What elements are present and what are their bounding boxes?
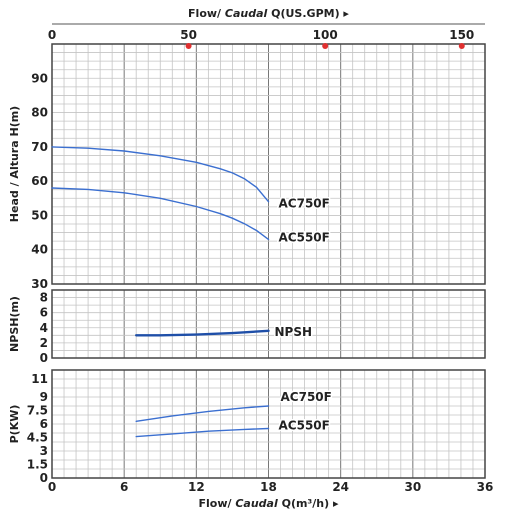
xtick-bottom-0: 0 bbox=[48, 480, 56, 494]
ylabel-npsh: NPSH(m) bbox=[8, 296, 21, 352]
top-tick-marker-2 bbox=[322, 43, 329, 49]
ytick-npsh-1: 2 bbox=[40, 336, 48, 350]
ytick-npsh-3: 6 bbox=[40, 306, 48, 320]
curve-head-ac750f bbox=[51, 146, 270, 203]
xtick-bottom-6: 36 bbox=[477, 480, 494, 494]
curve-power-ac550f bbox=[135, 427, 270, 438]
panel-power-frame bbox=[51, 369, 486, 479]
xtick-bottom-5: 30 bbox=[404, 480, 421, 494]
curve-head-ac550f bbox=[51, 187, 270, 241]
ytick-head-2: 50 bbox=[31, 208, 48, 222]
ytick-head-0: 30 bbox=[31, 277, 48, 291]
ytick-power-0: 0 bbox=[40, 471, 48, 485]
series-label-power-ac750f: AC750F bbox=[281, 390, 332, 404]
xtick-top-0: 0 bbox=[48, 28, 56, 42]
xtick-bottom-2: 12 bbox=[188, 480, 205, 494]
ytick-head-4: 70 bbox=[31, 140, 48, 154]
series-label-npsh-npsh: NPSH bbox=[275, 325, 313, 339]
series-label-head-ac750f: AC750F bbox=[279, 197, 330, 211]
ytick-power-4: 6 bbox=[40, 417, 48, 431]
ytick-head-6: 90 bbox=[31, 71, 48, 85]
series-label-power-ac550f: AC550F bbox=[279, 419, 330, 433]
ytick-power-6: 9 bbox=[40, 390, 48, 404]
ytick-power-7: 11 bbox=[31, 372, 48, 386]
ylabel-power: P(KW) bbox=[8, 405, 21, 444]
xtick-bottom-4: 24 bbox=[332, 480, 349, 494]
ytick-npsh-2: 4 bbox=[40, 321, 48, 335]
ytick-power-2: 3 bbox=[40, 444, 48, 458]
ytick-power-3: 4.5 bbox=[27, 431, 48, 445]
ytick-head-3: 60 bbox=[31, 174, 48, 188]
series-label-head-ac550f: AC550F bbox=[279, 230, 330, 244]
panel-npsh-frame bbox=[51, 289, 486, 359]
xlabel-bottom: Flow/ Caudal Q(m³/h) ▸ bbox=[199, 497, 339, 510]
curve-power-ac750f bbox=[135, 405, 270, 422]
ytick-npsh-0: 0 bbox=[40, 351, 48, 365]
ytick-head-5: 80 bbox=[31, 106, 48, 120]
top-tick-marker-3 bbox=[458, 43, 465, 49]
ylabel-head: Head / Altura H(m) bbox=[8, 106, 21, 222]
xtick-top-2: 100 bbox=[313, 28, 338, 42]
xlabel-top: Flow/ Caudal Q(US.GPM) ▸ bbox=[188, 7, 349, 20]
ytick-power-1: 1.5 bbox=[27, 458, 48, 472]
ytick-npsh-4: 8 bbox=[40, 291, 48, 305]
ytick-head-1: 40 bbox=[31, 243, 48, 257]
xtick-bottom-1: 6 bbox=[120, 480, 128, 494]
xtick-bottom-3: 18 bbox=[260, 480, 277, 494]
xtick-top-3: 150 bbox=[449, 28, 474, 42]
panel-head-frame bbox=[51, 43, 486, 285]
top-tick-marker-1 bbox=[185, 43, 192, 49]
ytick-power-5: 7.5 bbox=[27, 404, 48, 418]
xtick-top-1: 50 bbox=[180, 28, 197, 42]
curve-npsh-npsh bbox=[135, 329, 270, 337]
